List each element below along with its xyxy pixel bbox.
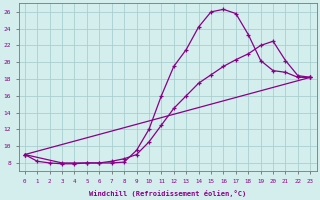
X-axis label: Windchill (Refroidissement éolien,°C): Windchill (Refroidissement éolien,°C) — [89, 190, 246, 197]
